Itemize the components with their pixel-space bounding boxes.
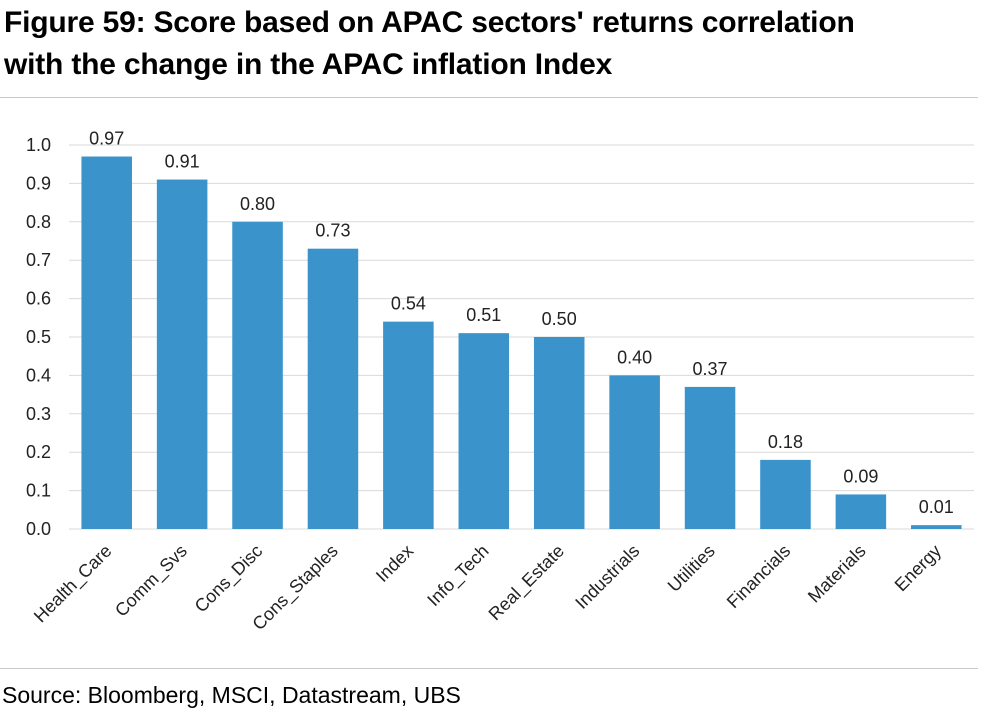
source-note: Source: Bloomberg, MSCI, Datastream, UBS xyxy=(2,682,461,708)
y-axis-ticks: 0.0 0.1 0.2 0.3 0.4 0.5 0.6 0.7 0.8 0.9 1.0 xyxy=(26,135,51,539)
x-tick-label: Industrials xyxy=(571,541,643,613)
data-label: 0.18 xyxy=(768,432,803,452)
data-label: 0.37 xyxy=(693,359,728,379)
x-tick-label: Utilities xyxy=(664,541,719,596)
bar-materials xyxy=(835,494,887,529)
data-label: 0.73 xyxy=(315,221,350,241)
data-label: 0.51 xyxy=(466,305,501,325)
x-tick-label: Info_Tech xyxy=(423,541,493,611)
y-tick-label: 1.0 xyxy=(26,135,51,155)
y-tick-label: 0.3 xyxy=(26,404,51,424)
x-tick-label: Financials xyxy=(723,541,794,612)
y-tick-label: 0.2 xyxy=(26,442,51,462)
bar-financials xyxy=(760,459,811,529)
y-tick-label: 0.1 xyxy=(26,481,51,501)
data-labels: 0.97 0.91 0.80 0.73 0.54 0.51 0.50 0.40 0.37 0.18… xyxy=(89,129,954,518)
bar-cons-disc xyxy=(232,221,283,530)
x-tick-label: Real_Estate xyxy=(485,541,569,625)
y-tick-label: 0.4 xyxy=(26,365,51,385)
bar-health-care xyxy=(81,156,132,529)
data-label: 0.50 xyxy=(542,309,577,329)
bar-info-tech xyxy=(458,333,510,529)
bar-chart: 0.00.10.20.30.40.50.60.70.80.91.0 0.970.… xyxy=(26,129,974,635)
data-label: 0.54 xyxy=(391,294,426,314)
chart-title-line-1: Figure 59: Score based on APAC sectors' … xyxy=(4,6,855,39)
data-label: 0.40 xyxy=(617,347,652,367)
bar-cons-staples xyxy=(307,248,359,529)
bars xyxy=(81,156,962,530)
y-tick-label: 0.7 xyxy=(26,250,51,270)
x-tick-label: Comm_Svs xyxy=(111,541,192,622)
gridlines xyxy=(69,144,974,530)
bar-comm-svs xyxy=(156,179,208,529)
y-tick-label: 0.5 xyxy=(26,327,51,347)
data-label: 0.80 xyxy=(240,194,275,214)
footer-divider xyxy=(0,668,978,669)
x-tick-label: Materials xyxy=(804,541,870,607)
bar-index xyxy=(383,321,434,529)
y-tick-label: 0.0 xyxy=(26,519,51,539)
x-tick-label: Cons_Disc xyxy=(191,541,267,617)
chart-title: Figure 59: Score based on APAC sectors' … xyxy=(4,2,988,86)
bar-utilities xyxy=(684,386,736,529)
chart-title-line-2: with the change in the APAC inflation In… xyxy=(4,48,613,81)
data-label: 0.09 xyxy=(843,466,878,486)
x-tick-label: Index xyxy=(372,541,417,586)
x-tick-label: Health_Care xyxy=(30,541,116,627)
bar-real-estate xyxy=(533,337,585,529)
y-tick-label: 0.6 xyxy=(26,289,51,309)
data-label: 0.01 xyxy=(919,497,954,517)
y-tick-label: 0.9 xyxy=(26,173,51,193)
bar-industrials xyxy=(609,375,660,529)
data-label: 0.91 xyxy=(165,152,200,172)
y-tick-label: 0.8 xyxy=(26,212,51,232)
bar-energy xyxy=(911,525,962,529)
x-tick-label: Energy xyxy=(891,541,945,595)
data-label: 0.97 xyxy=(89,129,124,149)
title-divider xyxy=(0,97,978,98)
